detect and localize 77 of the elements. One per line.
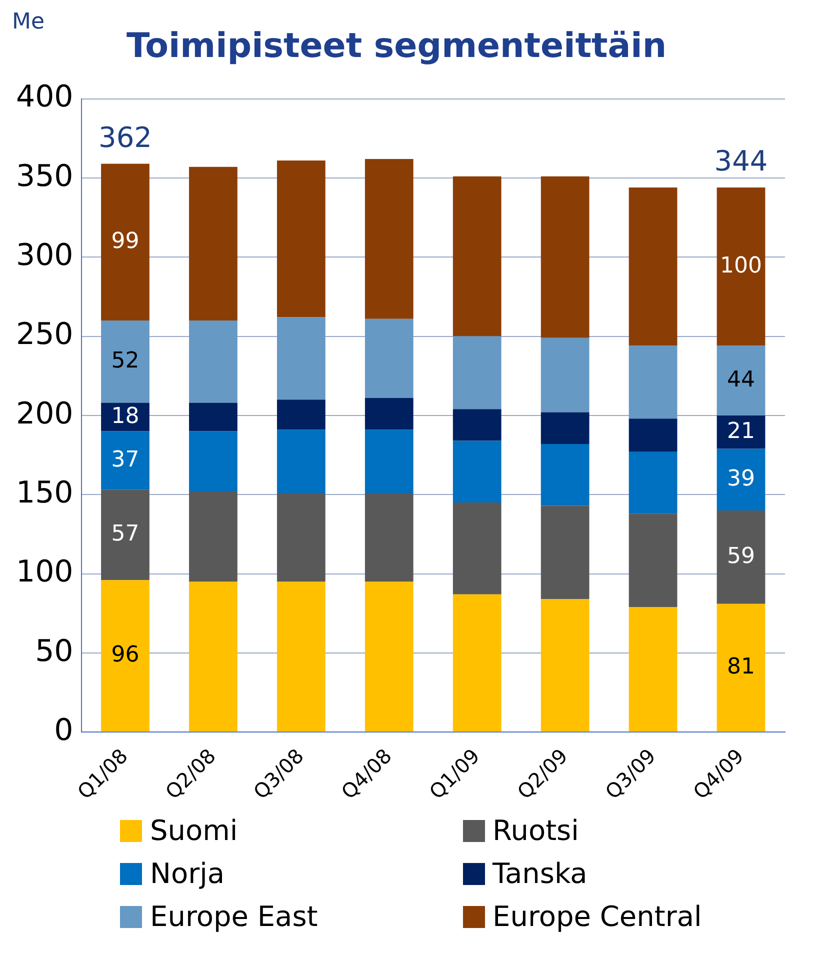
bar [716, 604, 766, 732]
bar [452, 502, 502, 594]
y-tick-label: 50 [35, 634, 74, 669]
bar [628, 187, 678, 346]
bar [364, 430, 414, 494]
bar [452, 594, 502, 732]
bar [276, 493, 326, 582]
data-label: 57 [111, 522, 140, 547]
bar [276, 317, 326, 400]
data-label: 37 [111, 447, 140, 472]
chart-title: Toimipisteet segmenteittäin [126, 26, 667, 66]
data-label: 96 [111, 642, 140, 668]
bar [189, 402, 238, 432]
y-tick-label: 150 [16, 475, 74, 510]
bar [540, 599, 590, 732]
bar [189, 431, 238, 492]
legend-label: Norja [150, 857, 225, 890]
bar [364, 318, 414, 398]
legend-label: Europe Central [492, 900, 702, 933]
y-tick-label: 200 [16, 396, 74, 432]
y-tick-label: 100 [16, 554, 74, 590]
bar [276, 400, 326, 430]
bar [716, 346, 766, 416]
bar [540, 444, 590, 506]
bar [452, 336, 502, 410]
bar [276, 582, 326, 732]
bar [540, 412, 590, 444]
bar [628, 607, 678, 732]
data-label: 59 [727, 544, 756, 569]
y-axis-title: Me [12, 10, 45, 35]
total-label: 362 [98, 121, 152, 154]
bar [716, 510, 766, 604]
bar [540, 338, 590, 412]
bar [716, 448, 766, 510]
bar [716, 187, 766, 346]
y-tick-label: 0 [54, 712, 74, 748]
bar [101, 431, 150, 490]
bar [101, 490, 150, 580]
bar [628, 514, 678, 608]
bar [452, 409, 502, 441]
bar [189, 166, 238, 320]
bar [364, 582, 414, 732]
y-tick-label: 350 [16, 158, 74, 194]
bar [101, 580, 150, 732]
data-label: 39 [727, 466, 756, 492]
y-tick-label: 250 [16, 317, 74, 352]
bar [189, 491, 238, 582]
bar [276, 430, 326, 494]
bar [364, 398, 414, 430]
data-label: 44 [727, 367, 756, 392]
bar [364, 493, 414, 582]
data-label: 21 [727, 418, 756, 444]
legend-label: Tanska [492, 857, 588, 890]
bar [628, 418, 678, 452]
data-label: 100 [720, 253, 762, 278]
bar [189, 582, 238, 732]
bar [540, 506, 590, 600]
y-tick-label: 400 [16, 80, 74, 115]
bar [189, 320, 238, 403]
y-tick-label: 300 [16, 238, 74, 273]
total-label: 344 [714, 144, 768, 178]
data-label: 81 [727, 654, 756, 680]
data-label: 18 [111, 404, 140, 429]
legend-label: Suomi [150, 814, 238, 847]
data-label: 99 [111, 228, 140, 254]
bar [101, 320, 150, 403]
bar [628, 346, 678, 419]
bar [452, 176, 502, 336]
data-label: 52 [111, 348, 140, 374]
bar [276, 160, 326, 318]
bar [540, 176, 590, 338]
bar [628, 452, 678, 514]
bar [452, 440, 502, 503]
legend-label: Ruotsi [492, 814, 579, 847]
legend-label: Europe East [150, 900, 318, 933]
bar [364, 158, 414, 319]
bar [101, 164, 150, 320]
